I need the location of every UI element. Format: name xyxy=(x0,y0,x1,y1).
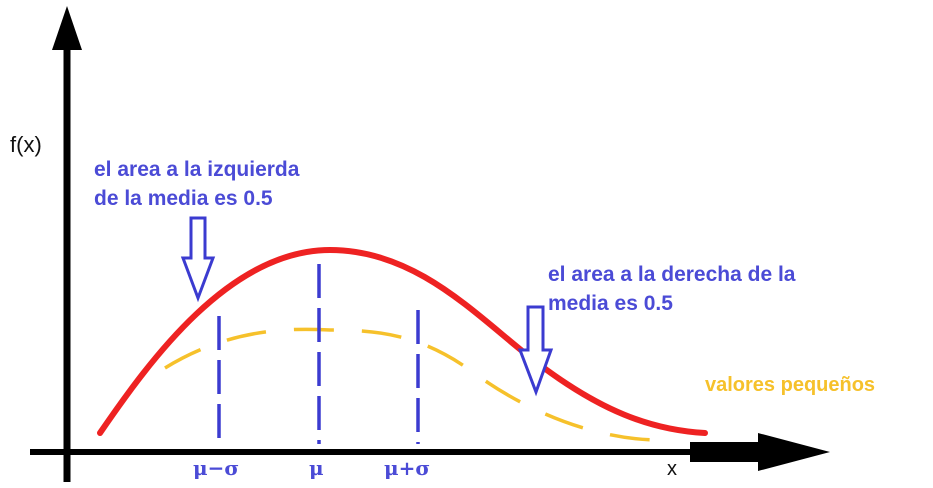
tick-mu-minus-sigma: μ−σ xyxy=(193,456,240,480)
left-area-note-line2: de la media es 0.5 xyxy=(94,187,273,210)
x-axis-arrowhead-icon xyxy=(758,433,830,471)
small-values-note: valores pequeños xyxy=(705,374,876,396)
x-axis-thick-segment xyxy=(690,442,760,462)
left-area-note: el area a la izquierda de la media es 0.… xyxy=(94,155,299,213)
right-area-note-line2: media es 0.5 xyxy=(548,292,673,315)
y-axis-arrowhead-icon xyxy=(52,6,82,50)
left-area-note-line1: el area a la izquierda xyxy=(94,158,300,181)
tick-mu-plus-sigma: μ+σ xyxy=(384,456,431,480)
right-down-arrow-icon xyxy=(517,305,554,397)
x-axis xyxy=(30,433,830,471)
right-area-note-line1: el area a la derecha de la xyxy=(548,263,796,286)
x-axis-label: x xyxy=(667,458,677,480)
left-down-arrow-icon xyxy=(180,216,216,303)
y-axis xyxy=(52,6,82,482)
secondary-curve xyxy=(164,327,661,442)
right-area-note: el area a la derecha de la media es 0.5 xyxy=(548,260,796,318)
main-curve xyxy=(97,246,708,436)
y-axis-label: f(x) xyxy=(10,132,42,157)
tick-mu: μ xyxy=(309,456,324,480)
